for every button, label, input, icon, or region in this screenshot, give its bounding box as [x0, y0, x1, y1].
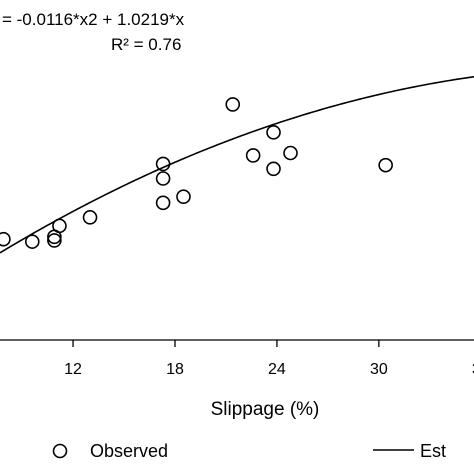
observed-point	[266, 161, 281, 177]
legend: Observed Est	[52, 441, 446, 461]
observed-point	[155, 171, 171, 186]
x-tick-label: 36	[472, 361, 474, 378]
x-axis-title: Slippage (%)	[211, 399, 320, 420]
plot-area: 12 18 24 30 36	[0, 75, 474, 378]
est-curve	[0, 75, 474, 254]
observed-point	[176, 189, 191, 205]
observed-point	[378, 157, 393, 173]
observed-point	[82, 210, 98, 225]
x-ticks: 12 18 24 30 36	[64, 340, 474, 378]
r-squared-text: R² = 0.76	[111, 35, 181, 54]
observed-point	[225, 97, 241, 112]
fit-line-group	[0, 75, 474, 254]
legend-label-observed: Observed	[90, 441, 168, 461]
observed-point	[24, 234, 40, 249]
observed-point	[245, 148, 261, 163]
observed-point	[0, 231, 11, 247]
observed-point	[155, 195, 171, 211]
observed-points	[0, 97, 393, 249]
x-tick-label: 18	[166, 361, 184, 378]
observed-point	[47, 233, 62, 248]
x-tick-label: 12	[64, 361, 82, 378]
x-tick-label: 30	[370, 361, 388, 378]
equation-text: = -0.0116*x2 + 1.0219*x	[2, 10, 185, 29]
observed-point	[266, 125, 281, 140]
legend-marker-observed	[52, 443, 68, 459]
observed-point	[283, 145, 298, 161]
x-tick-label: 24	[268, 361, 286, 378]
observed-point	[52, 218, 67, 234]
legend-label-est: Est	[420, 441, 446, 461]
observed-point	[155, 156, 171, 172]
